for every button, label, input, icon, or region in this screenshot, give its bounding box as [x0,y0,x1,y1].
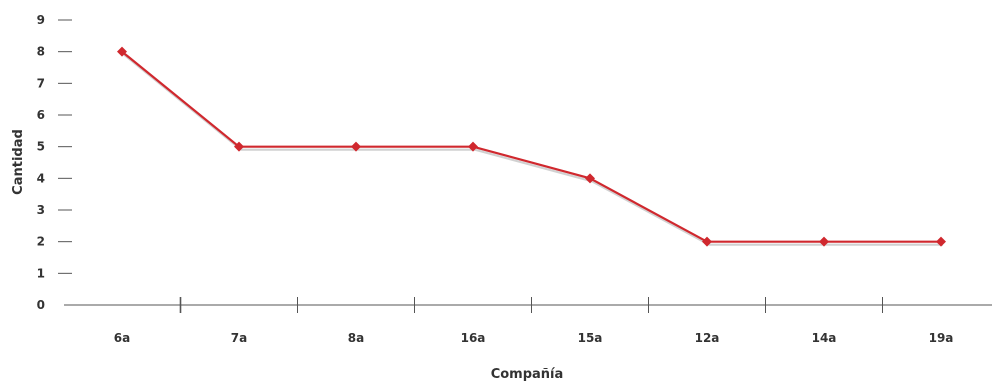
x-tick-label: 6a [114,331,130,345]
x-axis-title: Compañía [491,367,564,382]
y-axis: 0 1 2 3 4 5 6 7 8 9 [37,13,72,312]
y-axis-title: Cantidad [11,129,26,195]
data-point-marker [702,236,712,247]
x-tick-label: 16a [461,331,486,345]
y-tick-label: 2 [37,235,45,249]
x-tick-label: 19a [929,331,954,345]
data-point-marker [585,173,595,184]
y-tick-label: 1 [37,266,45,280]
x-tick-label: 14a [812,331,837,345]
x-tick-label: 8a [348,331,364,345]
series-group [117,46,946,247]
y-tick-label: 4 [37,171,45,185]
y-tick-label: 6 [37,108,45,122]
data-point-marker [351,141,361,152]
y-tick-label: 3 [37,203,45,217]
y-tick-label: 7 [37,76,45,90]
y-tick-label: 9 [37,13,45,27]
y-tick-label: 5 [37,140,45,154]
data-point-marker [819,236,829,247]
x-tick-label: 12a [695,331,720,345]
x-tick-label: 15a [578,331,603,345]
series-line-shadow [123,53,943,246]
y-tick-label: 0 [37,298,45,312]
y-tick-label: 8 [37,45,45,59]
data-point-marker [936,236,946,247]
x-axis: 6a 7a 8a 16a 15a 12a 14a 19a [64,297,992,345]
data-point-marker [117,46,127,57]
data-point-marker [234,141,244,152]
data-point-marker [468,141,478,152]
series-line [121,50,941,243]
x-tick-label: 7a [231,331,247,345]
